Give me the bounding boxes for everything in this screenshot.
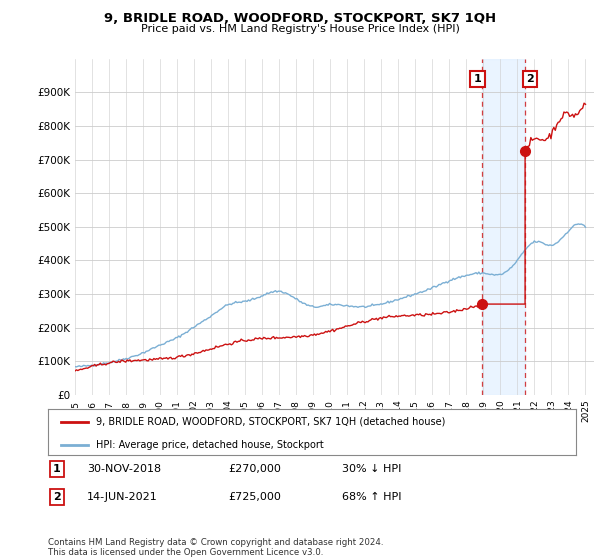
Text: £725,000: £725,000 [228, 492, 281, 502]
Text: 9, BRIDLE ROAD, WOODFORD, STOCKPORT, SK7 1QH (detached house): 9, BRIDLE ROAD, WOODFORD, STOCKPORT, SK7… [95, 417, 445, 427]
Bar [482, 59, 525, 395]
Text: 9, BRIDLE ROAD, WOODFORD, STOCKPORT, SK7 1QH: 9, BRIDLE ROAD, WOODFORD, STOCKPORT, SK7… [104, 12, 496, 25]
Text: 2: 2 [526, 74, 533, 84]
Text: 14-JUN-2021: 14-JUN-2021 [87, 492, 158, 502]
Text: Price paid vs. HM Land Registry's House Price Index (HPI): Price paid vs. HM Land Registry's House … [140, 24, 460, 34]
Text: £270,000: £270,000 [228, 464, 281, 474]
Text: 1: 1 [53, 464, 61, 474]
Text: 1: 1 [473, 74, 481, 84]
Text: 30% ↓ HPI: 30% ↓ HPI [342, 464, 401, 474]
Text: 30-NOV-2018: 30-NOV-2018 [87, 464, 161, 474]
Text: Contains HM Land Registry data © Crown copyright and database right 2024.
This d: Contains HM Land Registry data © Crown c… [48, 538, 383, 557]
Text: 2: 2 [53, 492, 61, 502]
Text: 68% ↑ HPI: 68% ↑ HPI [342, 492, 401, 502]
Text: HPI: Average price, detached house, Stockport: HPI: Average price, detached house, Stoc… [95, 440, 323, 450]
